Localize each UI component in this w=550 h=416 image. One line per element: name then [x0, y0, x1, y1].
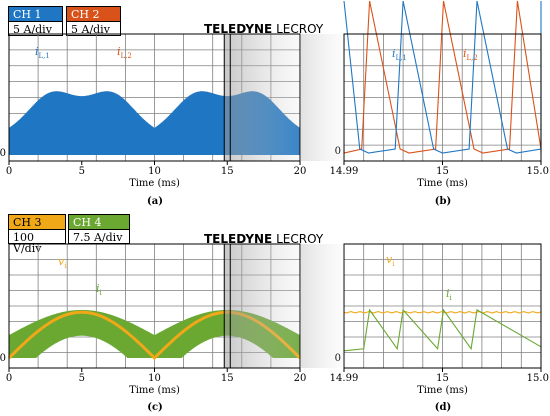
series-label-il1-b: iL,1	[392, 47, 407, 62]
y-tick-label: 0	[0, 148, 6, 159]
trace-vi-zoom	[343, 311, 542, 314]
brand-bold: TELEDYNE	[204, 22, 273, 36]
ch1-box: CH 1 5 A/div	[8, 6, 63, 36]
x-tick-label: 15	[221, 373, 234, 384]
x-tick-label: 15	[436, 166, 449, 177]
ch4-label: CH 4	[69, 215, 129, 229]
x-tick-label: 20	[294, 166, 307, 177]
x-tick-label: 14.99	[330, 166, 359, 177]
grid-b	[344, 34, 541, 161]
ch3-label: CH 3	[9, 215, 65, 229]
ch3-scale: 100 V/div	[9, 229, 65, 254]
series-label-vi-c: vi	[58, 255, 67, 270]
x-tick-label: 10	[148, 373, 161, 384]
brand-light: LECROY	[276, 22, 324, 36]
x-tick-label: 15.01	[527, 166, 550, 177]
x-tick-label: 5	[79, 166, 85, 177]
series-label-il2-b: iL,2	[463, 47, 478, 62]
trace-il2-zoom	[343, 0, 542, 154]
brand-logo-top: TELEDYNE LECROY	[204, 22, 323, 36]
series-label-ii-d: ii	[446, 287, 453, 302]
x-tick-label: 15.01	[527, 373, 550, 384]
series-label-il2-a: iL,2	[117, 45, 132, 60]
panel-caption: (d)	[435, 402, 451, 413]
panel-caption: (a)	[147, 196, 163, 207]
brand-light-2: LECROY	[276, 232, 324, 246]
ch2-box: CH 2 5 A/div	[66, 6, 121, 36]
x-axis-label: Time (ms)	[417, 385, 468, 396]
x-tick-label: 5	[79, 373, 85, 384]
ch1-label: CH 1	[9, 7, 62, 21]
series-label-ii-c: ii	[96, 282, 103, 297]
grid-d	[344, 244, 541, 368]
x-tick-label: 0	[6, 373, 12, 384]
x-tick-label: 15	[436, 373, 449, 384]
x-tick-label: 14.99	[330, 373, 359, 384]
zoom-connector-bottom	[300, 244, 344, 368]
ch2-label: CH 2	[67, 7, 120, 21]
zoom-region-c	[224, 244, 300, 368]
series-label-il1-a: iL,1	[35, 45, 50, 60]
zoom-connector-top	[300, 34, 344, 161]
brand-logo-bottom: TELEDYNE LECROY	[204, 232, 323, 246]
x-axis-label: Time (ms)	[129, 385, 180, 396]
ch1-scale: 5 A/div	[9, 21, 62, 35]
x-tick-label: 20	[294, 373, 307, 384]
ch4-scale: 7.5 A/div	[69, 229, 129, 243]
x-tick-label: 15	[221, 166, 234, 177]
ch2-scale: 5 A/div	[67, 21, 120, 35]
x-axis-label: Time (ms)	[417, 178, 468, 189]
panel-caption: (c)	[147, 402, 163, 413]
zoom-region-a	[224, 34, 300, 161]
brand-bold-2: TELEDYNE	[204, 232, 273, 246]
trace-ii-zoom	[343, 308, 542, 352]
y-tick-label: 0	[0, 353, 6, 364]
x-tick-label: 10	[148, 166, 161, 177]
series-label-vi-d: vi	[386, 253, 395, 268]
panel-caption: (b)	[435, 196, 451, 207]
ch3-box: CH 3 100 V/div	[8, 214, 66, 254]
trace-il1-zoom	[343, 0, 542, 154]
x-tick-label: 0	[6, 166, 12, 177]
x-axis-label: Time (ms)	[129, 178, 180, 189]
